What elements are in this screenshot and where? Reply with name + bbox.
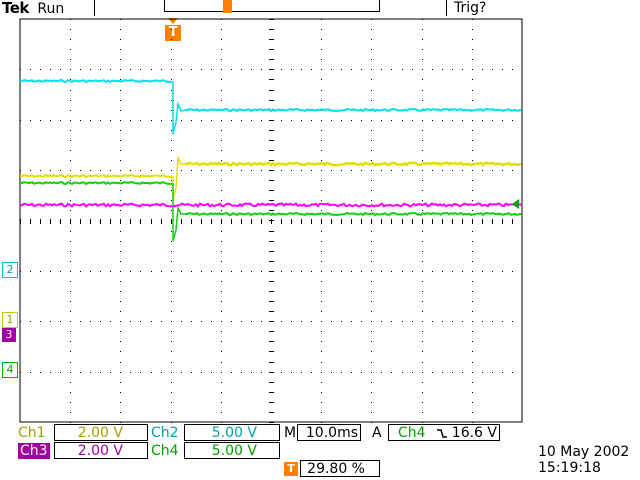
ch3-scale-value: 2.00 V [77,443,123,459]
ch1-label[interactable]: Ch1 [18,425,46,441]
timebase-label: M [284,425,297,441]
waveform-traces [19,79,523,242]
trigger-settings-box[interactable]: Ch4 16.6 V [388,424,500,441]
ch2-scale-value: 5.00 V [211,425,257,441]
ch1-ground-marker[interactable]: 1 [2,312,18,328]
record-view-bracket [164,0,380,12]
ch2-ground-marker[interactable]: 2 [2,262,18,278]
time-readout: 15:19:18 [538,460,601,476]
trigger-level-icon [512,199,519,209]
trigger-arrow-icon [168,18,178,24]
ch4-trace [184,211,522,217]
falling-edge-icon [436,427,448,439]
ch2-trace [19,79,172,84]
ch4-ground-marker[interactable]: 4 [2,362,18,378]
ch1-trace [184,161,522,167]
ch2-trace-edge [172,81,186,135]
ch4-label[interactable]: Ch4 [151,443,179,459]
trigger-position-icon[interactable] [223,0,232,13]
trigger-mode-label: A [372,425,382,441]
graticule-grid [20,19,513,423]
ch4-scale-value: 5.00 V [211,443,257,459]
trigger-level: 16.6 V [451,425,497,441]
ch2-label[interactable]: Ch2 [151,425,179,441]
header: Tek Run [2,0,64,17]
ch4-trace [19,181,172,186]
ch4-trace-edge [172,183,185,242]
trigger-source: Ch4 [398,425,426,441]
ch2-scale-box[interactable]: 5.00 V [184,424,280,441]
ch2-trace [184,107,522,113]
ch3-label[interactable]: Ch3 [18,443,50,459]
trigger-marker[interactable]: T [165,25,181,41]
ch4-scale-box[interactable]: 5.00 V [184,442,280,459]
trigger-position-value: 29.80 % [307,461,365,477]
trigger-position-box[interactable]: 29.80 % [300,460,380,477]
ch3-trace [19,202,523,208]
header-divider [94,0,95,16]
trigger-position-t-icon: T [284,462,298,476]
ch1-scale-box[interactable]: 2.00 V [54,424,148,441]
trigger-status: Trig? [454,0,487,16]
timebase-box[interactable]: 10.0ms [297,424,361,441]
date-readout: 10 May 2002 [538,444,630,460]
ch3-ground-marker[interactable]: 3 [2,328,16,342]
ch1-trace [19,174,172,179]
header-divider [446,0,447,16]
timebase-value: 10.0ms [305,425,358,441]
brand-logo: Tek [2,0,29,17]
ch1-trace-edge [172,155,185,201]
acquisition-status: Run [37,1,65,17]
ch3-scale-box[interactable]: 2.00 V [54,442,148,459]
ch1-scale-value: 2.00 V [77,425,123,441]
